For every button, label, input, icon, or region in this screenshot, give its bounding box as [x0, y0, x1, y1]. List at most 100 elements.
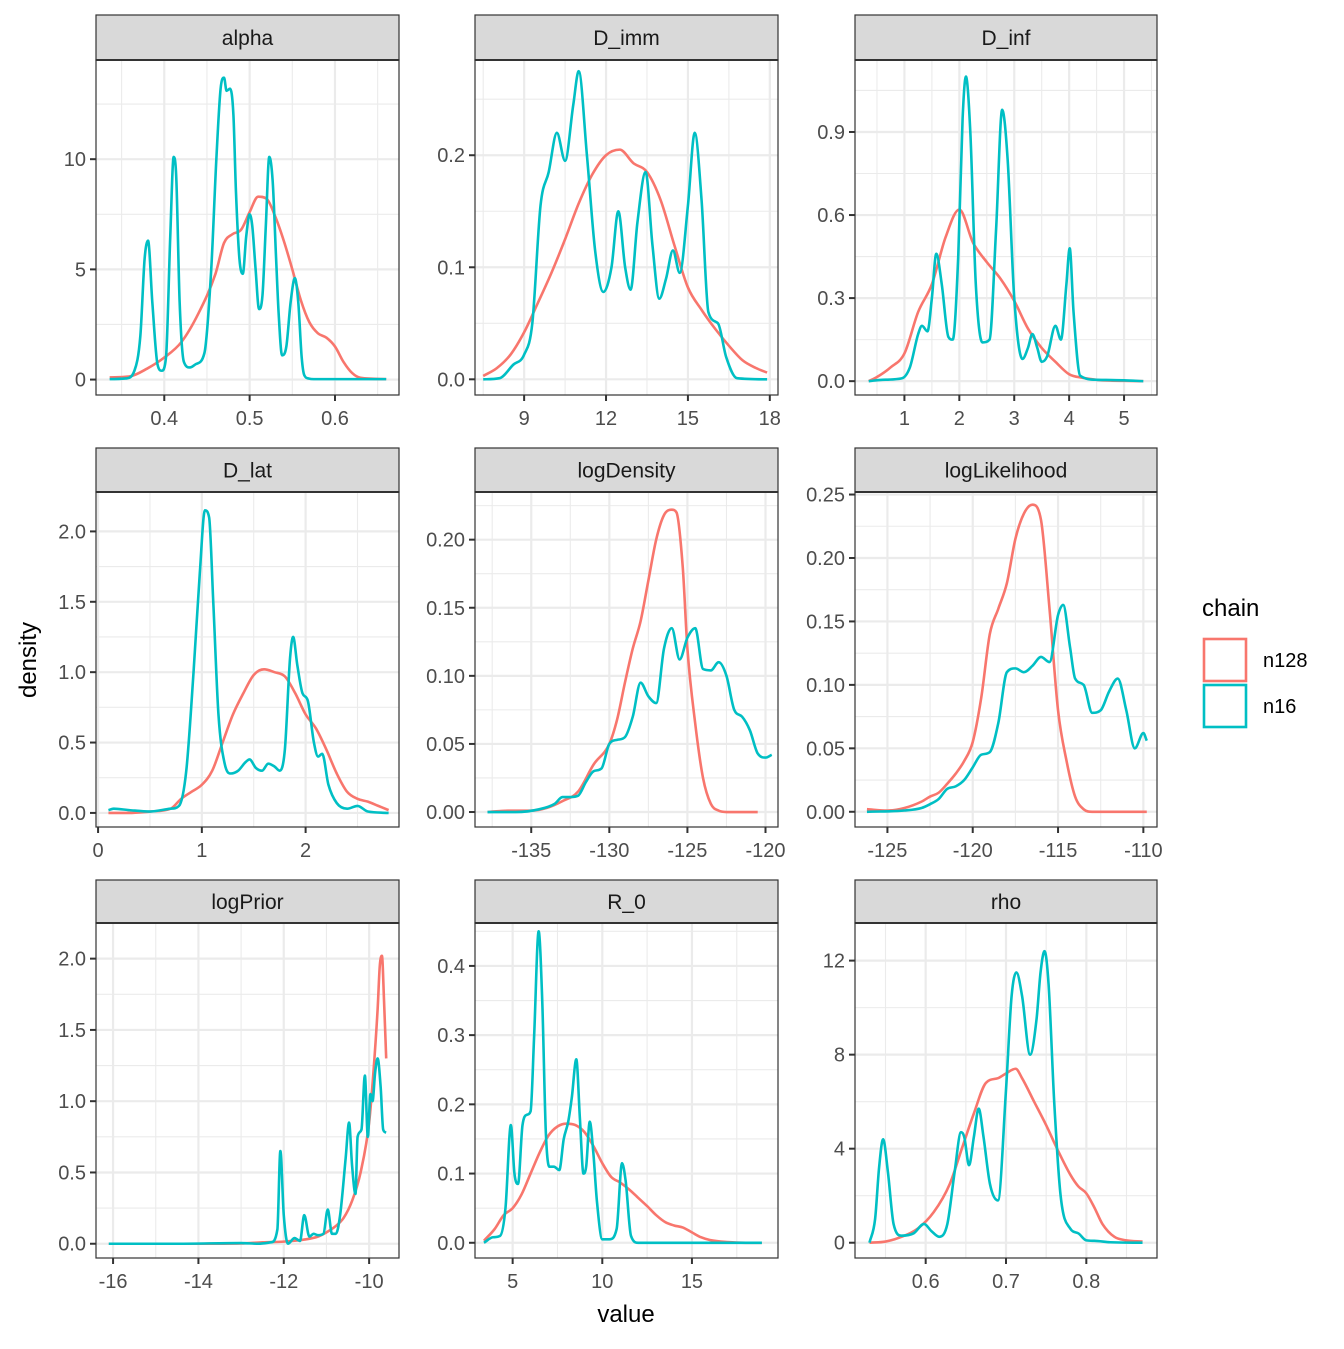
y-tick-label: 0.05 [806, 738, 845, 760]
y-tick-label: 8 [834, 1045, 845, 1067]
density-line-n128 [869, 1067, 1143, 1245]
x-tick-label: -12 [269, 1271, 298, 1293]
density-curves [109, 76, 387, 381]
y-tick-label: 0.0 [437, 1233, 465, 1255]
x-tick-label: 15 [681, 1271, 703, 1293]
x-tick-label: 0.6 [912, 1271, 940, 1293]
y-tick-label: 1.5 [58, 1020, 86, 1042]
y-tick-label: 0.5 [58, 1162, 86, 1184]
y-tick-label: 1.0 [58, 662, 86, 684]
x-tick-label: -125 [667, 840, 707, 862]
y-tick-label: 0.00 [806, 802, 845, 824]
x-tick-label: 0.8 [1072, 1271, 1100, 1293]
panel-background [96, 492, 399, 827]
x-tick-label: 0.4 [150, 408, 178, 430]
x-tick-label: 1 [899, 408, 910, 430]
legend-key-background [1202, 683, 1248, 729]
x-tick-label: -14 [184, 1271, 213, 1293]
y-tick-label: 12 [823, 951, 845, 973]
x-tick-label: -16 [99, 1271, 128, 1293]
density-line-n16 [866, 603, 1148, 814]
x-tick-label: 0 [93, 840, 104, 862]
facet-strip [854, 879, 1158, 924]
y-tick-label: 0.0 [58, 803, 86, 825]
x-tick-label: 5 [507, 1271, 518, 1293]
y-axis-title: density [15, 622, 42, 698]
legend-key-swatch [1202, 637, 1248, 683]
facet-strip [474, 447, 779, 493]
x-tick-label: -125 [867, 840, 907, 862]
x-tick-label: 9 [519, 408, 530, 430]
facet-strip [854, 14, 1158, 61]
y-tick-label: 0.05 [426, 734, 465, 756]
density-curves [868, 75, 1144, 383]
y-tick-label: 0.10 [806, 675, 845, 697]
gridlines [475, 60, 778, 395]
density-line-n16 [109, 76, 387, 381]
density-line-n16 [483, 930, 762, 1245]
x-tick-label: -135 [511, 840, 551, 862]
panel-background [855, 492, 1157, 827]
legend-key-swatch [1202, 683, 1248, 729]
legend-entry-label: n128 [1263, 650, 1308, 672]
density-line-n16 [483, 69, 768, 381]
gridlines [475, 492, 778, 827]
facet-strip-label: R_0 [607, 891, 646, 914]
facet-strip [474, 879, 779, 924]
y-tick-label: 0 [75, 370, 86, 392]
y-tick-label: 0.0 [58, 1234, 86, 1256]
panel-D_imm: D_imm 9 12 15 18 0.0 0.1 0.2 [437, 14, 781, 430]
y-tick-label: 0.3 [817, 288, 845, 310]
density-curves [866, 503, 1148, 814]
panel-D_inf: D_inf 1 2 3 4 5 0.0 0.3 0.6 0.9 [817, 14, 1158, 430]
panel-logPrior: logPrior -16 -14 -12 -10 0.0 0.5 1.0 1.5 2.0 [58, 879, 400, 1293]
y-tick-label: 0.15 [426, 598, 465, 620]
x-tick-label: 0.7 [992, 1271, 1020, 1293]
facet-strip-label: D_inf [981, 27, 1030, 50]
legend-entry-n16: n16 [1202, 683, 1296, 729]
x-tick-label: -120 [953, 840, 993, 862]
facet-strip-label: D_lat [223, 460, 272, 483]
x-tick-label: -110 [1124, 840, 1163, 862]
panel-background [855, 60, 1157, 395]
y-tick-label: 0.5 [58, 733, 86, 755]
facet-strip-label: logPrior [211, 891, 283, 914]
panel-background [475, 60, 778, 395]
density-curves [868, 949, 1143, 1245]
density-line-n16 [868, 75, 1144, 383]
y-tick-label: 0.25 [806, 485, 845, 507]
y-tick-label: 2.0 [58, 949, 86, 971]
y-tick-label: 1.0 [58, 1091, 86, 1113]
facet-strip [95, 879, 400, 924]
panel-logLikelihood: logLikelihood -125 -120 -115 -110 0.00 0.05 0.1… [806, 447, 1163, 862]
density-line-n128 [487, 508, 758, 814]
facet-strip-label: alpha [222, 27, 274, 50]
y-tick-label: 0.00 [426, 802, 465, 824]
density-curves [487, 508, 773, 814]
legend-title: chain [1202, 595, 1259, 622]
x-tick-label: 2 [300, 840, 311, 862]
legend-key-background [1202, 637, 1248, 683]
y-tick-label: 0.10 [426, 666, 465, 688]
panel-logDensity: logDensity -135 -130 -125 -120 0.00 0.05 0.10 0.… [426, 447, 786, 862]
x-tick-label: 12 [595, 408, 617, 430]
y-tick-label: 0.1 [437, 1164, 465, 1186]
y-tick-label: 0.20 [806, 548, 845, 570]
legend-entries: n128 n16 [1202, 637, 1308, 729]
y-tick-label: 0.0 [437, 369, 465, 391]
panel-rho: rho 0.6 0.7 0.8 0 4 8 12 [823, 879, 1158, 1293]
x-tick-label: 0.6 [321, 408, 349, 430]
x-axis-title: value [597, 1301, 654, 1328]
density-curves [483, 930, 762, 1245]
y-tick-label: 1.5 [58, 592, 86, 614]
gridlines [96, 60, 399, 395]
y-tick-label: 10 [64, 149, 86, 171]
density-line-n128 [866, 503, 1147, 814]
x-tick-label: 18 [759, 408, 781, 430]
y-tick-label: 0.6 [817, 205, 845, 227]
y-tick-label: 0 [834, 1233, 845, 1255]
y-tick-label: 2.0 [58, 521, 86, 543]
